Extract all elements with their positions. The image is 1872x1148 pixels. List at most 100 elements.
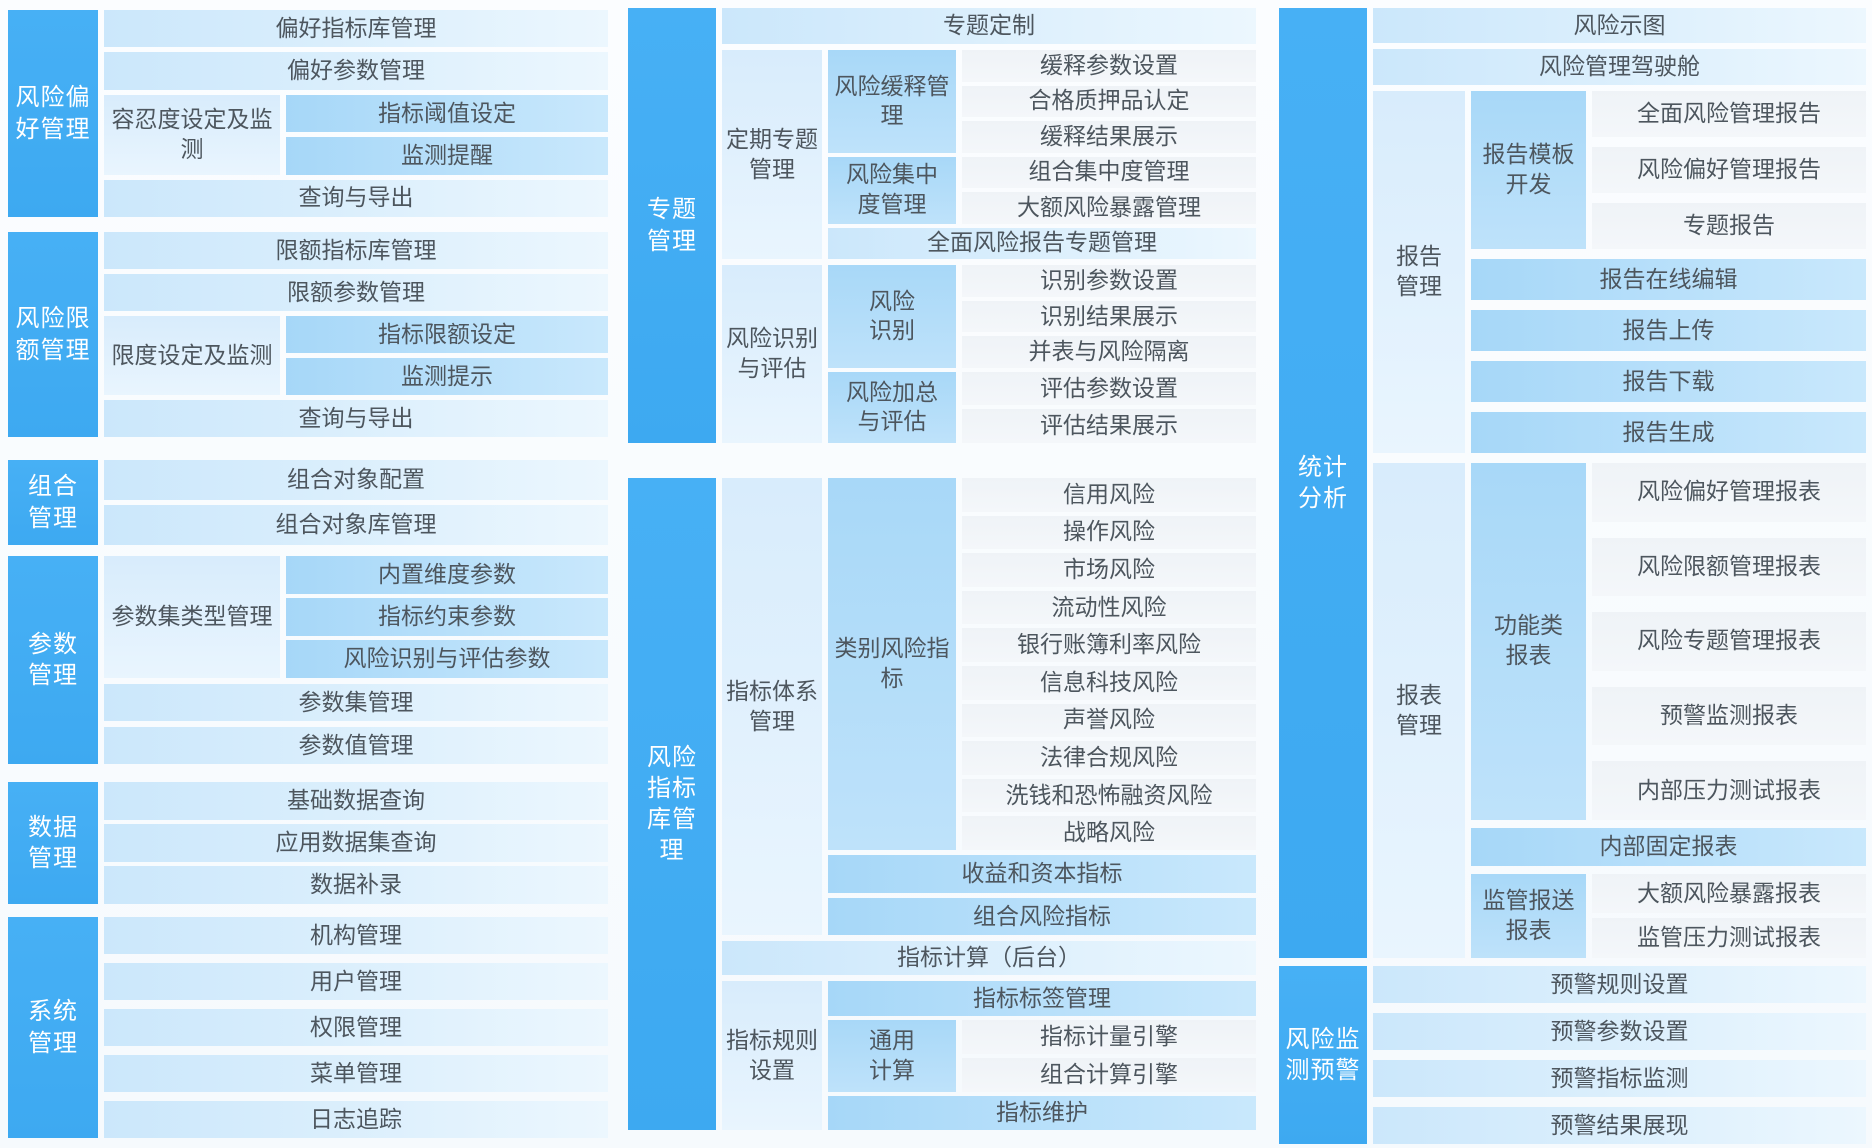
feature-item-group: 监管报送 报表 大额风险暴露报表 监管压力测试报表 [1471, 873, 1866, 959]
feature-item: 大额风险暴露管理 [962, 192, 1256, 224]
feature-item: 预警参数设置 [1373, 1013, 1866, 1050]
feature-item: 机构管理 [104, 917, 608, 954]
feature-item: 操作风险 [962, 515, 1256, 550]
feature-item: 指标计算（后台） [722, 941, 1256, 975]
feature-item: 组合计算引擎 [962, 1058, 1256, 1092]
subsection-indicator-system-management: 指标体系 管理 类别风险指 标 信用风险 操作风险 市场风险 流动性风险 银行账… [722, 478, 1256, 935]
section-portfolio-management: 组合 管理 组合对象配置 组合对象库管理 [8, 460, 608, 545]
feature-item-group: 风险加总 与评估 评估参数设置 评估结果展示 [828, 371, 1256, 444]
feature-item: 监测提示 [286, 358, 608, 395]
submenu-cell: 限度设定及监测 [104, 316, 280, 395]
feature-item: 组合风险指标 [828, 898, 1256, 935]
feature-item: 收益和资本指标 [828, 855, 1256, 893]
feature-item: 流动性风险 [962, 590, 1256, 625]
feature-item: 识别结果展示 [962, 300, 1256, 333]
section-title: 系统 管理 [8, 917, 98, 1138]
feature-item: 基础数据查询 [104, 782, 608, 820]
feature-item: 报告生成 [1471, 412, 1866, 453]
feature-item-group: 类别风险指 标 信用风险 操作风险 市场风险 流动性风险 银行账簿利率风险 信息… [828, 478, 1256, 850]
feature-item: 指标标签管理 [828, 981, 1256, 1016]
feature-item: 指标维护 [828, 1096, 1256, 1130]
feature-item: 并表与风险隔离 [962, 336, 1256, 368]
feature-item: 风险示图 [1373, 8, 1866, 43]
subsection-statement-management: 报表 管理 功能类 报表 风险偏好管理报表 风险限额管理报表 风险专题管理报表 … [1373, 463, 1866, 959]
feature-item: 风险识别与评估参数 [286, 640, 608, 678]
feature-item-group: 风险集中 度管理 组合集中度管理 大额风险暴露管理 [828, 156, 1256, 224]
subgroup-cell: 风险加总 与评估 [828, 371, 956, 443]
feature-item: 风险限额管理报表 [1592, 537, 1866, 597]
feature-item: 预警结果展现 [1373, 1107, 1866, 1144]
subsection-indicator-rule-settings: 指标规则 设置 指标标签管理 通用 计算 指标计量引擎 组合计算引擎 指标维护 [722, 981, 1256, 1130]
feature-item: 日志追踪 [104, 1101, 608, 1138]
feature-item: 风险偏好管理报告 [1592, 147, 1866, 193]
feature-item-group: 功能类 报表 风险偏好管理报表 风险限额管理报表 风险专题管理报表 预警监测报表… [1471, 463, 1866, 820]
feature-item: 查询与导出 [104, 400, 608, 437]
submenu-cell: 定期专题 管理 [722, 50, 822, 260]
subgroup-cell: 风险集中 度管理 [828, 156, 956, 224]
feature-item: 洗钱和恐怖融资风险 [962, 778, 1256, 813]
subgroup-cell: 风险缓释管 理 [828, 50, 956, 153]
submenu-cell: 报告 管理 [1373, 91, 1465, 453]
feature-item: 权限管理 [104, 1009, 608, 1046]
section-system-management: 系统 管理 机构管理 用户管理 权限管理 菜单管理 日志追踪 [8, 917, 608, 1138]
feature-item: 缓释参数设置 [962, 50, 1256, 82]
section-risk-appetite-management: 风险偏 好管理 偏好指标库管理 偏好参数管理 容忍度设定及监 测 指标阈值设定 … [8, 10, 608, 217]
feature-item: 组合对象库管理 [104, 505, 608, 545]
feature-item: 预警指标监测 [1373, 1060, 1866, 1097]
feature-item-group: 参数集类型管理 内置维度参数 指标约束参数 风险识别与评估参数 [104, 556, 608, 678]
section-title: 风险监 测预警 [1279, 966, 1367, 1144]
feature-item: 风险管理驾驶舱 [1373, 49, 1866, 85]
feature-item: 合格质押品认定 [962, 85, 1256, 118]
section-risk-monitoring-alert: 风险监 测预警 预警规则设置 预警参数设置 预警指标监测 预警结果展现 [1279, 966, 1866, 1144]
submenu-cell: 参数集类型管理 [104, 556, 280, 678]
feature-item: 参数集管理 [104, 684, 608, 721]
submenu-cell: 容忍度设定及监 测 [104, 94, 280, 175]
section-title: 专题 管理 [628, 8, 716, 443]
feature-item: 监管压力测试报表 [1592, 918, 1866, 959]
feature-item: 组合集中度管理 [962, 156, 1256, 189]
feature-item-group: 风险缓释管 理 缓释参数设置 合格质押品认定 缓释结果展示 [828, 50, 1256, 153]
feature-item: 组合对象配置 [104, 460, 608, 500]
subgroup-cell: 类别风险指 标 [828, 478, 956, 850]
section-title: 风险 指标 库管 理 [628, 478, 716, 1130]
feature-item: 监测提醒 [286, 137, 608, 175]
feature-item: 指标阈值设定 [286, 94, 608, 133]
submenu-cell: 指标规则 设置 [722, 981, 822, 1130]
section-topic-management: 专题 管理 专题定制 定期专题 管理 风险缓释管 理 缓释参数设置 合格质押品认… [628, 8, 1256, 444]
feature-item: 查询与导出 [104, 179, 608, 217]
subgroup-cell: 监管报送 报表 [1471, 873, 1586, 958]
feature-item: 市场风险 [962, 553, 1256, 587]
feature-item: 数据补录 [104, 866, 608, 904]
feature-item-group: 容忍度设定及监 测 指标阈值设定 监测提醒 [104, 94, 608, 175]
section-risk-limit-management: 风险限 额管理 限额指标库管理 限额参数管理 限度设定及监测 指标限额设定 监测… [8, 232, 608, 437]
feature-item: 预警规则设置 [1373, 966, 1866, 1003]
feature-item: 评估结果展示 [962, 409, 1256, 444]
feature-item: 用户管理 [104, 963, 608, 1000]
feature-item: 信息科技风险 [962, 665, 1256, 700]
feature-item: 指标计量引擎 [962, 1020, 1256, 1054]
section-title: 参数 管理 [8, 556, 98, 764]
feature-item: 限额参数管理 [104, 274, 608, 311]
feature-item-group: 通用 计算 指标计量引擎 组合计算引擎 [828, 1020, 1256, 1092]
feature-item-group: 风险 识别 识别参数设置 识别结果展示 并表与风险隔离 [828, 265, 1256, 368]
section-statistical-analysis: 统计 分析 风险示图 风险管理驾驶舱 报告 管理 报告模板 开发 全面风险管理报… [1279, 8, 1866, 959]
section-title: 数据 管理 [8, 782, 98, 904]
submenu-cell: 风险识别 与评估 [722, 265, 822, 443]
feature-item: 法律合规风险 [962, 741, 1256, 775]
feature-item: 参数值管理 [104, 727, 608, 764]
feature-item: 内部固定报表 [1471, 827, 1866, 866]
subsection-periodic-topics: 定期专题 管理 风险缓释管 理 缓释参数设置 合格质押品认定 缓释结果展示 风险… [722, 50, 1256, 260]
submenu-cell: 指标体系 管理 [722, 478, 822, 935]
feature-item: 限额指标库管理 [104, 232, 608, 269]
section-title: 风险偏 好管理 [8, 10, 98, 217]
subgroup-cell: 报告模板 开发 [1471, 91, 1586, 249]
subgroup-cell: 通用 计算 [828, 1020, 956, 1092]
feature-item: 信用风险 [962, 478, 1256, 512]
feature-item: 偏好参数管理 [104, 52, 608, 90]
feature-item: 专题定制 [722, 8, 1256, 45]
feature-item: 缓释结果展示 [962, 121, 1256, 153]
feature-item: 报告下载 [1471, 361, 1866, 402]
feature-item: 报告上传 [1471, 310, 1866, 351]
section-parameter-management: 参数 管理 参数集类型管理 内置维度参数 指标约束参数 风险识别与评估参数 参数… [8, 556, 608, 764]
